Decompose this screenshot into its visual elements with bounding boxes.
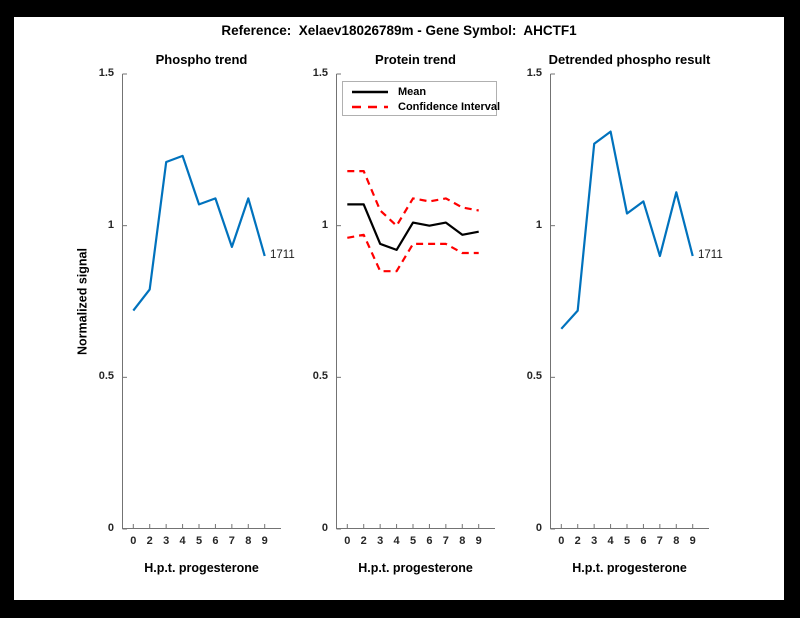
subplot-title: Phospho trend — [155, 52, 248, 67]
x-tick-label: 7 — [228, 535, 235, 547]
x-tick-label: 5 — [623, 535, 631, 547]
x-tick-label: 5 — [195, 535, 203, 547]
x-tick-label: 9 — [689, 535, 696, 547]
y-tick-label: 0 — [535, 522, 542, 534]
y-tick-label: 0.5 — [526, 370, 542, 383]
x-tick-label: 7 — [656, 535, 663, 547]
legend-entry-confidence-interval: Confidence Interval — [343, 99, 500, 115]
y-tick-label: 0 — [107, 522, 114, 534]
series-end-label: 1711 — [270, 249, 295, 261]
x-tick-label: 3 — [163, 535, 170, 547]
legend-box: Mean Confidence Interval — [342, 81, 500, 116]
figure-title: Reference: Xelaev18026789m - Gene Symbol… — [221, 23, 577, 38]
x-axis-label: H.p.t. progesterone — [144, 561, 259, 575]
x-tick-label: 3 — [591, 535, 598, 547]
x-tick-label: 7 — [442, 535, 449, 547]
x-tick-label: 5 — [409, 535, 417, 547]
y-tick-label: 0.5 — [312, 370, 328, 383]
x-tick-label: 9 — [261, 535, 268, 547]
y-tick-label: 1 — [107, 218, 114, 231]
x-tick-label: 0 — [130, 535, 137, 547]
x-axis-label: H.p.t. progesterone — [358, 561, 473, 575]
mean-line-sample — [352, 90, 388, 94]
figure-canvas: Reference: Xelaev18026789m - Gene Symbol… — [14, 17, 784, 600]
x-tick-label: 8 — [459, 535, 466, 547]
series-end-label: 1711 — [698, 249, 723, 261]
y-tick-label: 1 — [535, 218, 542, 231]
subplot-title: Detrended phospho result — [548, 52, 711, 67]
x-tick-label: 8 — [673, 535, 680, 547]
x-tick-label: 6 — [426, 535, 433, 547]
series-line-ci-lower — [347, 233, 479, 273]
legend-label: Mean — [398, 86, 427, 98]
series-line-phospho-signal — [132, 154, 266, 312]
y-tick-label: 1.5 — [526, 67, 542, 79]
x-tick-label: 2 — [360, 535, 367, 547]
x-tick-label: 8 — [245, 535, 252, 547]
x-tick-label: 6 — [212, 535, 219, 547]
series-line-detrended-phospho-signal — [560, 130, 694, 330]
y-tick-label: 1.5 — [98, 67, 114, 79]
x-tick-label: 2 — [574, 535, 581, 547]
subplot-protein-trend: Protein trend H.p.t. progesterone Mean C… — [313, 52, 500, 575]
y-tick-label: 1.5 — [312, 67, 328, 79]
subplot-title: Protein trend — [375, 52, 456, 67]
chart-svg-0 — [122, 73, 281, 530]
x-tick-label: 4 — [607, 535, 614, 547]
x-tick-label: 9 — [475, 535, 482, 547]
subplot-phospho-trend: Phospho trend Normalized signal H.p.t. p… — [76, 52, 295, 575]
x-tick-label: 0 — [558, 535, 565, 547]
x-tick-label: 4 — [393, 535, 400, 547]
y-tick-label: 1 — [321, 218, 328, 231]
y-tick-label: 0.5 — [98, 370, 114, 383]
x-tick-label: 6 — [640, 535, 647, 547]
confidence-interval-line-sample — [352, 105, 388, 109]
legend-entry-mean: Mean — [343, 84, 426, 100]
x-tick-label: 0 — [344, 535, 351, 547]
chart-svg-1 — [336, 73, 495, 530]
x-tick-label: 3 — [377, 535, 384, 547]
x-tick-label: 2 — [146, 535, 153, 547]
chart-svg-2 — [550, 73, 709, 530]
series-line-mean — [347, 203, 479, 251]
x-tick-label: 4 — [179, 535, 186, 547]
series-line-ci-upper — [347, 169, 479, 227]
subplot-detrended-phospho: Detrended phospho result H.p.t. progeste… — [527, 52, 723, 575]
x-axis-label: H.p.t. progesterone — [572, 561, 687, 575]
legend-label: Confidence Interval — [398, 101, 501, 113]
y-tick-label: 0 — [321, 522, 328, 534]
